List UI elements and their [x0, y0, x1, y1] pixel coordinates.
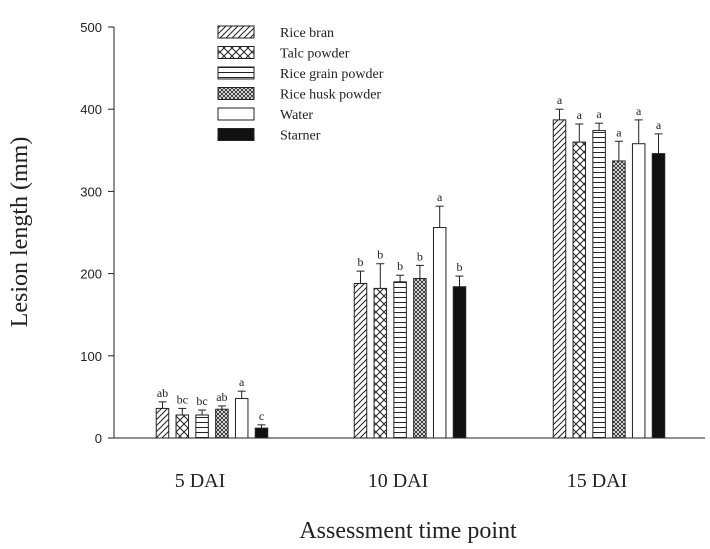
bar	[612, 160, 626, 439]
significance-label: a	[577, 108, 583, 122]
bar	[155, 407, 170, 439]
y-axis-title: Lesion length (mm)	[7, 137, 33, 328]
significance-label: a	[636, 104, 642, 118]
x-axis-title: Assessment time point	[299, 518, 517, 544]
legend-label: Rice husk powder	[280, 88, 381, 103]
legend-swatch	[217, 87, 255, 100]
y-tick-label: 400	[80, 102, 102, 117]
legend-swatch	[217, 128, 255, 141]
significance-label: b	[417, 249, 423, 263]
y-tick-label: 200	[80, 267, 102, 282]
y-tick-label: 300	[80, 184, 102, 199]
legend-label: Rice grain powder	[280, 67, 384, 82]
significance-label: ab	[216, 390, 227, 404]
significance-label: a	[616, 125, 622, 139]
legend-swatch	[217, 66, 255, 80]
bar	[552, 119, 567, 439]
legend-label: Starner	[280, 129, 321, 144]
legend: Rice bran Talc powder Rice grain powder Ric…	[217, 25, 384, 144]
significance-label: a	[656, 118, 662, 132]
legend-label: Water	[280, 108, 313, 123]
y-tick-label: 100	[80, 349, 102, 364]
bar	[572, 141, 587, 439]
legend-label: Talc powder	[280, 47, 350, 62]
x-category-label: 5 DAI	[175, 470, 226, 492]
bar	[234, 398, 249, 439]
y-tick-label: 500	[80, 20, 102, 35]
bar	[592, 130, 606, 439]
significance-label: c	[259, 409, 264, 423]
bar	[631, 143, 646, 439]
significance-label: ab	[157, 386, 168, 400]
bar	[195, 414, 209, 439]
significance-label: a	[437, 190, 443, 204]
bar	[175, 414, 190, 439]
legend-swatch	[217, 46, 255, 59]
bar	[413, 278, 427, 439]
bar	[432, 227, 447, 439]
significance-label: bc	[177, 392, 188, 406]
legend-swatch	[217, 107, 255, 121]
significance-label: a	[596, 107, 602, 121]
y-tick-label: 0	[95, 431, 102, 446]
x-category-label: 15 DAI	[567, 470, 628, 492]
bar	[651, 153, 666, 439]
axes: 0 100 200 300 400 500	[80, 20, 705, 446]
x-category-label: 10 DAI	[368, 470, 429, 492]
significance-label: bc	[196, 394, 207, 408]
bar	[393, 281, 407, 439]
significance-label: a	[239, 375, 245, 389]
bar	[373, 287, 388, 439]
legend-label: Rice bran	[280, 26, 334, 41]
significance-label: b	[358, 255, 364, 269]
legend-swatch	[217, 25, 255, 39]
bar	[215, 408, 229, 439]
bar	[254, 427, 269, 439]
significance-label: a	[557, 93, 563, 107]
significance-label: b	[457, 260, 463, 274]
significance-label: b	[377, 248, 383, 262]
bar	[452, 286, 467, 439]
significance-label: b	[397, 259, 403, 273]
bar	[353, 282, 368, 439]
